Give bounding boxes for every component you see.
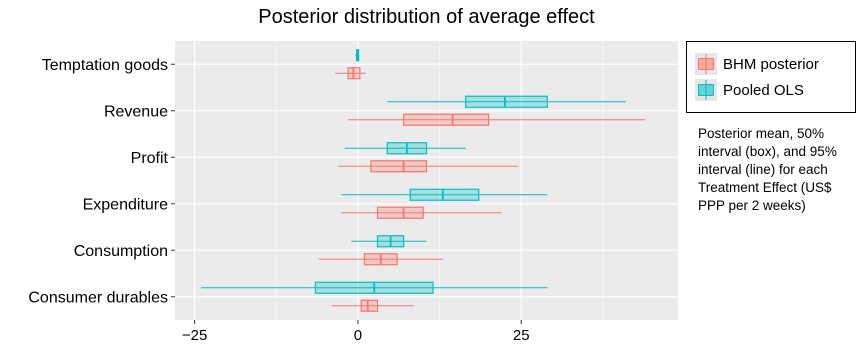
interval-box xyxy=(403,113,490,126)
plot-panel xyxy=(175,41,678,320)
interval-box xyxy=(360,299,379,312)
legend-key-bhm xyxy=(695,53,717,75)
y-tick-label: Consumption xyxy=(74,243,168,260)
y-tick-label: Consumer durables xyxy=(28,289,168,306)
chart-title: Posterior distribution of average effect xyxy=(258,6,595,28)
legend-label-bhm: BHM posterior xyxy=(723,55,819,73)
grid-lines xyxy=(175,41,678,320)
x-tick-label: 25 xyxy=(513,327,530,344)
y-tick-label: Revenue xyxy=(104,103,168,120)
interval-box xyxy=(409,188,480,201)
axes: −25 0 25 Temptation goods Revenue Profit Expen… xyxy=(28,57,529,344)
y-tick-label: Temptation goods xyxy=(42,57,168,74)
legend-key-ols xyxy=(695,79,717,101)
legend-item-ols: Pooled OLS xyxy=(695,79,804,101)
interval-box xyxy=(376,206,424,219)
y-tick-label: Profit xyxy=(131,150,169,167)
x-tick-label: 0 xyxy=(354,327,362,344)
x-tick-label: −25 xyxy=(182,327,207,344)
legend-item-bhm: BHM posterior xyxy=(695,53,819,75)
legend-label-ols: Pooled OLS xyxy=(723,81,804,99)
legend: BHM posterior Pooled OLS xyxy=(686,41,856,113)
chart-annotation: Posterior mean, 50% interval (box), and … xyxy=(698,126,837,213)
y-tick-label: Expenditure xyxy=(83,196,168,213)
interval-box xyxy=(370,160,428,173)
interval-box xyxy=(465,95,548,108)
chart-marks xyxy=(201,49,646,312)
